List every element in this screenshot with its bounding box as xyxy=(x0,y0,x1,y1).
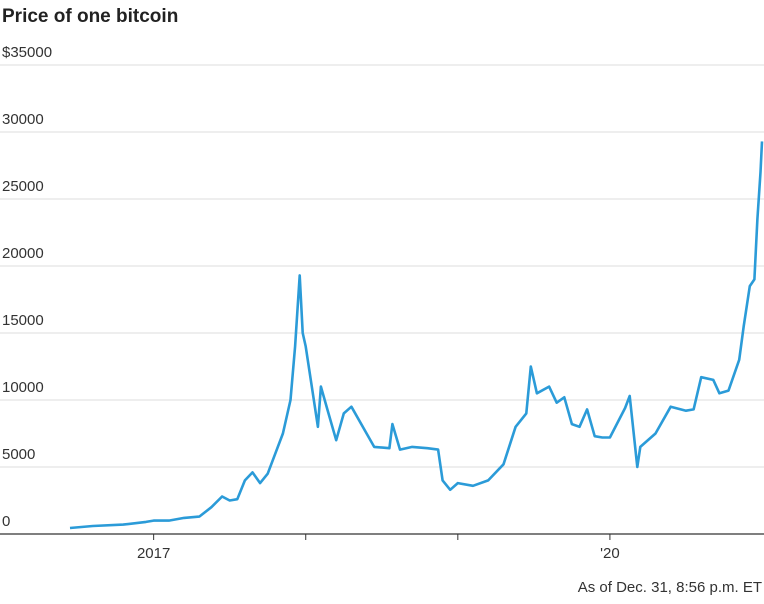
y-tick-label: 10000 xyxy=(2,379,44,396)
y-tick-label: 25000 xyxy=(2,178,44,195)
y-tick-label: 15000 xyxy=(2,312,44,329)
y-tick-label: $35000 xyxy=(2,44,52,61)
footnote: As of Dec. 31, 8:56 p.m. ET xyxy=(578,579,762,596)
chart-title: Price of one bitcoin xyxy=(2,6,178,27)
y-tick-label: 30000 xyxy=(2,111,44,128)
x-tick-label: '20 xyxy=(600,545,620,562)
y-tick-label: 0 xyxy=(2,513,10,530)
y-tick-label: 5000 xyxy=(2,446,35,463)
price-line xyxy=(69,141,764,530)
x-tick-label: 2017 xyxy=(137,545,170,562)
y-tick-label: 20000 xyxy=(2,245,44,262)
